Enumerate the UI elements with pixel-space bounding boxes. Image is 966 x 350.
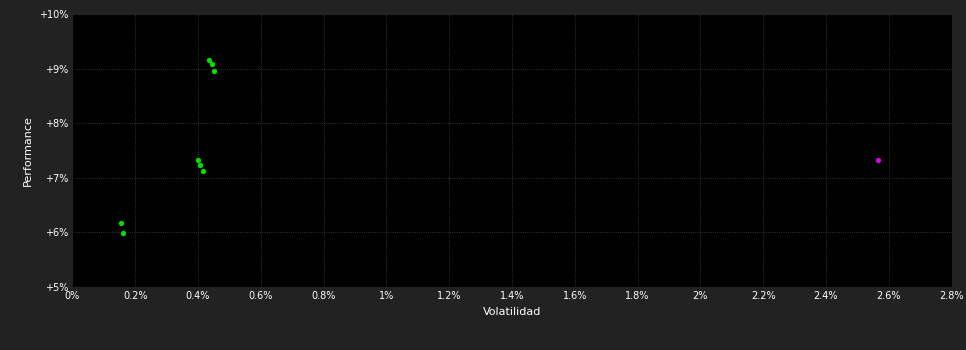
Point	[113, 220, 128, 225]
Point	[190, 157, 206, 163]
Point	[192, 162, 208, 168]
Point	[115, 231, 130, 236]
X-axis label: Volatilidad: Volatilidad	[483, 307, 541, 317]
Point	[195, 168, 211, 174]
Point	[201, 58, 216, 63]
Point	[870, 157, 886, 163]
Point	[205, 62, 220, 67]
Y-axis label: Performance: Performance	[23, 115, 34, 186]
Point	[206, 68, 221, 74]
